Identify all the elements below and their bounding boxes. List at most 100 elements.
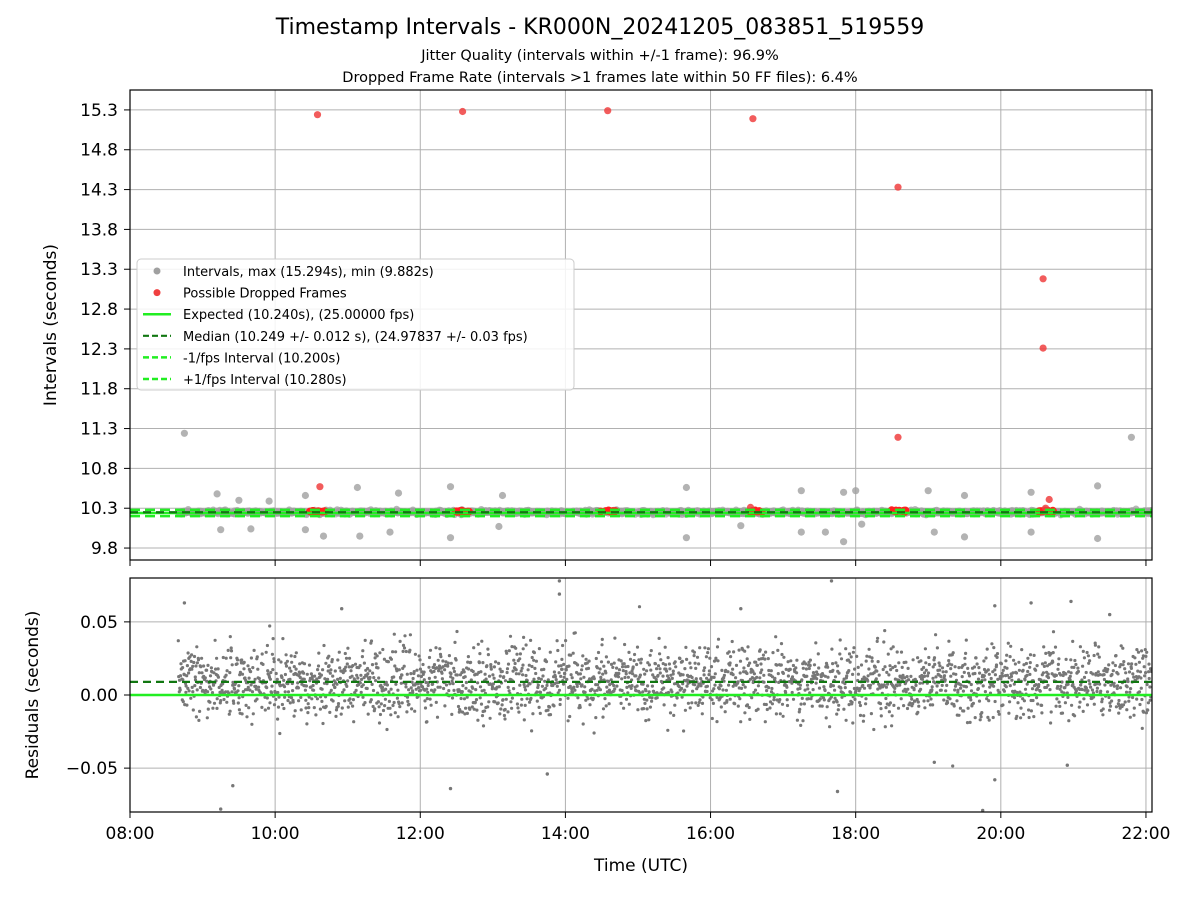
legend-marker-intervals — [153, 267, 161, 275]
residual-point — [934, 633, 938, 637]
residual-point — [875, 669, 879, 673]
residual-point — [820, 704, 824, 708]
residual-point — [611, 665, 615, 670]
residual-point — [795, 718, 800, 722]
residual-point — [554, 660, 558, 664]
interval-outlier-point — [301, 526, 309, 534]
residual-point — [752, 672, 757, 676]
residual-point — [746, 663, 751, 668]
residual-point — [947, 659, 951, 663]
residual-point — [987, 672, 991, 676]
residual-point — [1145, 650, 1149, 654]
residual-point — [1042, 664, 1046, 669]
residual-point — [1043, 661, 1047, 665]
residual-point — [730, 639, 734, 644]
residual-point — [322, 643, 326, 648]
residual-point — [196, 658, 201, 662]
residual-point — [632, 659, 636, 663]
residual-point — [680, 686, 684, 691]
residual-point — [339, 712, 343, 716]
residual-point — [974, 656, 978, 660]
residual-point — [643, 701, 647, 706]
residual-point — [669, 673, 673, 677]
residual-point — [963, 662, 967, 666]
residual-point — [368, 669, 372, 673]
residual-point — [280, 702, 284, 707]
residual-point — [609, 678, 613, 682]
residual-point — [395, 696, 399, 700]
legend-marker-dropped — [153, 289, 161, 297]
residual-point — [466, 655, 470, 659]
dropped-frame-point — [1039, 275, 1047, 283]
residual-point — [486, 653, 490, 657]
residual-point — [1094, 671, 1098, 676]
residual-point — [293, 709, 297, 713]
residual-point — [548, 713, 553, 717]
residual-point — [230, 663, 234, 667]
residual-point — [756, 707, 760, 711]
residual-point — [868, 686, 872, 690]
residual-point — [316, 668, 320, 672]
residual-point — [288, 677, 292, 682]
residual-point — [1011, 671, 1015, 675]
residual-point — [401, 643, 406, 648]
residual-point — [264, 650, 268, 654]
residual-point — [232, 687, 237, 691]
residual-point — [960, 675, 964, 679]
residual-point — [567, 664, 571, 668]
residual-point — [982, 674, 986, 678]
residual-point — [647, 690, 651, 694]
residual-point — [750, 676, 755, 680]
residual-point — [450, 696, 455, 700]
residual-point — [858, 687, 862, 691]
interval-outlier-point — [394, 489, 403, 497]
residual-point — [425, 720, 429, 724]
residual-point — [338, 676, 342, 681]
residual-point — [464, 686, 468, 690]
residual-point — [423, 699, 427, 703]
residual-point — [471, 686, 475, 690]
residual-point — [500, 703, 504, 707]
residual-point — [1148, 685, 1152, 689]
residual-point — [993, 668, 997, 672]
residual-point — [816, 652, 820, 656]
residual-point — [639, 657, 644, 661]
residual-point — [537, 647, 542, 651]
residual-point — [342, 688, 346, 692]
residual-point — [1054, 704, 1058, 708]
interval-outlier-point — [924, 487, 932, 495]
residual-point — [658, 652, 662, 656]
residual-point — [994, 663, 999, 667]
residual-point — [197, 671, 201, 675]
residual-point — [205, 668, 209, 672]
residual-point — [460, 710, 465, 714]
residual-point — [418, 667, 422, 671]
residual-point — [852, 686, 857, 691]
residual-point — [909, 674, 913, 679]
residual-point — [224, 673, 228, 677]
residual-point — [680, 695, 684, 699]
residual-point — [326, 669, 330, 673]
residual-point — [448, 682, 452, 686]
residual-point — [552, 704, 556, 708]
residual-point — [855, 654, 859, 659]
residual-point — [817, 666, 821, 670]
residual-point — [716, 659, 720, 663]
residual-point — [1004, 685, 1008, 689]
residual-point — [398, 705, 402, 709]
residual-point — [734, 676, 738, 680]
residual-point — [330, 658, 334, 662]
residual-point — [951, 764, 955, 768]
residual-point — [834, 661, 838, 665]
residual-point — [373, 707, 377, 711]
residual-point — [948, 697, 952, 701]
residual-point — [482, 688, 486, 692]
residual-point — [671, 672, 675, 676]
residual-point — [1025, 682, 1029, 686]
residual-point — [1106, 667, 1110, 672]
residual-point — [1148, 698, 1152, 702]
residual-point — [333, 669, 337, 673]
interval-outlier-point — [301, 491, 309, 500]
residual-point — [359, 690, 363, 695]
residual-point — [1119, 644, 1123, 648]
